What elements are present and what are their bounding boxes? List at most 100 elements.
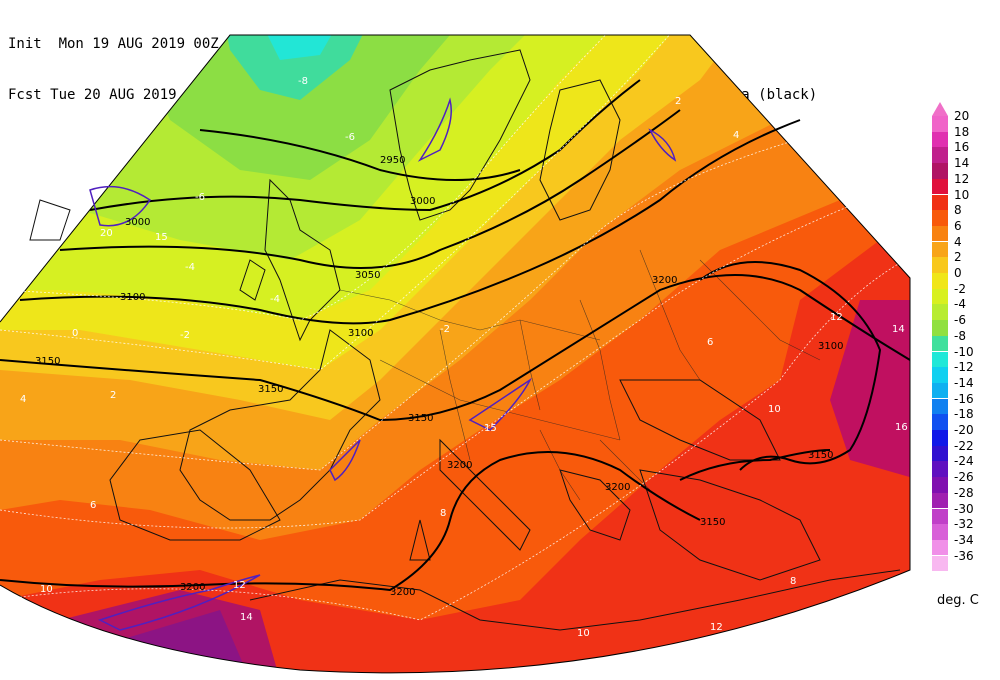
legend-swatch xyxy=(932,492,948,509)
height-label-3150-c: 3150 xyxy=(408,413,433,424)
legend-label: -10 xyxy=(954,344,974,359)
temp-label: 8 xyxy=(790,576,796,587)
map-boundary xyxy=(0,34,911,674)
contour-3050 xyxy=(59,109,681,269)
temp-label: 0 xyxy=(72,328,78,339)
height-label-3100-a: 3100 xyxy=(120,292,145,303)
legend-swatch xyxy=(932,273,948,289)
height-label-3100-c: 3100 xyxy=(818,341,843,352)
legend-label: -30 xyxy=(954,501,974,516)
height-label-3150-b: 3150 xyxy=(258,384,283,395)
legend-label: -26 xyxy=(954,470,974,485)
temp-label: 10 xyxy=(768,404,781,415)
legend-label: -18 xyxy=(954,407,974,422)
legend-swatch xyxy=(932,539,948,556)
legend-label: 18 xyxy=(954,124,970,139)
height-label-3200-d: 3200 xyxy=(605,482,630,493)
legend-label: -20 xyxy=(954,423,974,437)
wind-15-alps xyxy=(468,377,532,431)
legend-swatch xyxy=(932,445,948,462)
temp-label: 14 xyxy=(892,324,905,335)
height-label-3200-b: 3200 xyxy=(390,587,415,598)
legend-swatch xyxy=(932,461,948,477)
legend-swatch xyxy=(932,555,948,572)
legend-label: 2 xyxy=(954,250,962,265)
legend-label: -28 xyxy=(954,485,974,500)
wind-20-sw xyxy=(98,574,261,631)
legend-swatch xyxy=(932,257,948,273)
legend-swatch xyxy=(932,288,948,305)
temp-label: 14 xyxy=(240,612,253,623)
legend-units: deg. C xyxy=(937,593,979,608)
height-label-3150-d: 3150 xyxy=(700,517,725,528)
legend-swatch xyxy=(932,116,948,132)
wind-15-france xyxy=(329,439,361,482)
temp-label: 12 xyxy=(710,622,723,633)
height-label-3150-a: 3150 xyxy=(35,356,60,367)
legend-swatch xyxy=(932,320,948,336)
color-legend: 20 18 16 14 12 10 8 6 4 2 0 -2 -4 -6 -8 -10 -12 -14 -16 -18… xyxy=(930,102,1000,582)
height-label-3000-a: 3000 xyxy=(125,217,150,228)
legend-label: -22 xyxy=(954,438,974,453)
temp-label: -8 xyxy=(298,76,308,87)
temp-label: 12 xyxy=(233,580,246,591)
height-contours xyxy=(0,79,911,592)
contour-2950 xyxy=(199,129,521,181)
temp-label: 16 xyxy=(895,422,908,433)
legend-swatch xyxy=(932,304,948,320)
legend-swatch xyxy=(932,225,948,242)
contour-3200-east xyxy=(699,261,882,471)
legend-swatch xyxy=(932,210,948,226)
legend-label: -12 xyxy=(954,360,974,375)
legend-label: -6 xyxy=(954,313,966,328)
temp-label: -2 xyxy=(440,324,450,335)
temp-label: 10 xyxy=(40,584,53,595)
legend-label: -36 xyxy=(954,548,974,563)
legend-label: -8 xyxy=(954,328,966,343)
legend-swatch xyxy=(932,163,948,179)
contour-3200-west xyxy=(0,451,701,592)
height-label-3050: 3050 xyxy=(355,270,380,281)
contour-3150-east xyxy=(679,449,831,481)
temp-label: -2 xyxy=(180,330,190,341)
height-labels: 3200 3200 3200 3200 3200 3150 3150 3150 … xyxy=(35,155,843,598)
temp-labels: 0 -2 -2 -4 -4 -6 -6 -8 2 2 4 4 6 6 8 8 1… xyxy=(20,76,908,639)
legend-label: 6 xyxy=(954,218,962,233)
temp-band-12-east xyxy=(830,300,910,480)
temp-label: 12 xyxy=(830,312,843,323)
legend-swatch xyxy=(932,194,948,210)
legend-swatch xyxy=(932,178,948,195)
temp-label: 6 xyxy=(707,337,713,348)
legend-label: -4 xyxy=(954,297,966,312)
legend-label: 16 xyxy=(954,140,970,155)
legend-swatch xyxy=(932,430,948,446)
contour-3100 xyxy=(19,119,801,325)
coastlines xyxy=(29,49,901,631)
legend-label: -24 xyxy=(954,454,974,469)
temp-label: 10 xyxy=(577,628,590,639)
temp-label: 4 xyxy=(733,130,739,141)
wind-15-north xyxy=(417,97,452,162)
temp-label: -4 xyxy=(185,262,195,273)
height-label-3200-c: 3200 xyxy=(447,460,472,471)
speed-label: 15 xyxy=(155,232,168,243)
speed-labels: 15 15 20 xyxy=(100,228,497,434)
legend-label: -2 xyxy=(954,281,966,296)
legend-swatch xyxy=(932,398,948,415)
speed-label: 20 xyxy=(100,228,113,239)
contour-3000 xyxy=(89,79,641,212)
legend-swatch xyxy=(932,524,948,540)
legend-swatch xyxy=(932,477,948,493)
temp-label: 2 xyxy=(675,96,681,107)
wind-15-west xyxy=(89,185,152,227)
wind-15-east xyxy=(648,128,677,162)
height-label-2950: 2950 xyxy=(380,155,405,166)
legend-label: -32 xyxy=(954,517,974,532)
legend-label: 12 xyxy=(954,171,970,186)
legend-label: 14 xyxy=(954,156,970,171)
height-label-3100-b: 3100 xyxy=(348,328,373,339)
height-label-3000-b: 3000 xyxy=(410,196,435,207)
legend-top-arrow xyxy=(932,102,948,116)
legend-swatch xyxy=(932,351,948,367)
legend-label: 20 xyxy=(954,109,970,123)
